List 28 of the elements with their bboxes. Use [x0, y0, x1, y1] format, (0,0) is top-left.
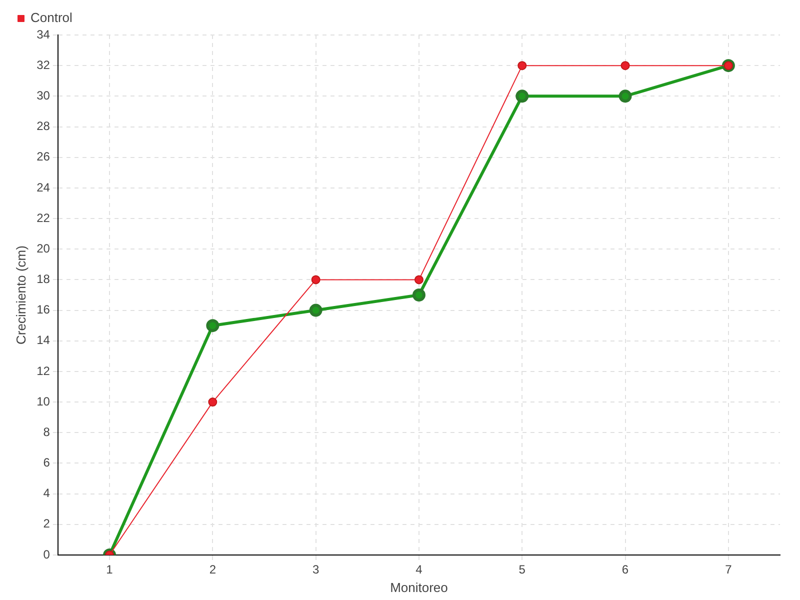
y-tick-label: 8: [43, 424, 50, 439]
x-tick-label: 3: [312, 562, 320, 577]
y-tick-label: 28: [36, 119, 50, 134]
y-tick-label: 6: [43, 456, 50, 470]
x-tick-label: 4: [416, 562, 423, 577]
x-tick-label: 7: [725, 562, 732, 577]
y-tick-label: 22: [36, 210, 50, 225]
y-tick-label: 2: [43, 516, 50, 531]
x-axis-title: Monitoreo: [390, 580, 448, 595]
y-tick-label: 34: [36, 27, 50, 42]
y-tick-label: 26: [36, 150, 50, 164]
x-tick-label: 2: [209, 562, 216, 577]
y-tick-label: 32: [36, 58, 50, 72]
x-tick-label: 5: [518, 562, 526, 577]
x-tick-label: 1: [106, 562, 114, 577]
y-tick-label: 16: [36, 302, 50, 317]
y-tick-label: 20: [36, 241, 50, 256]
y-tick-label: 10: [36, 394, 50, 408]
y-tick-label: 14: [36, 333, 50, 348]
y-tick-label: 12: [36, 364, 50, 378]
y-tick-label: 30: [36, 88, 50, 102]
y-tick-label: 24: [36, 180, 50, 194]
y-tick-label: 4: [43, 486, 50, 500]
x-tick-label: 6: [622, 562, 629, 577]
y-tick-label: 0: [43, 547, 50, 562]
y-tick-label: 18: [36, 272, 50, 286]
y-axis-title: Crecimiento (cm): [13, 246, 28, 344]
legend-label: Control: [30, 10, 73, 26]
